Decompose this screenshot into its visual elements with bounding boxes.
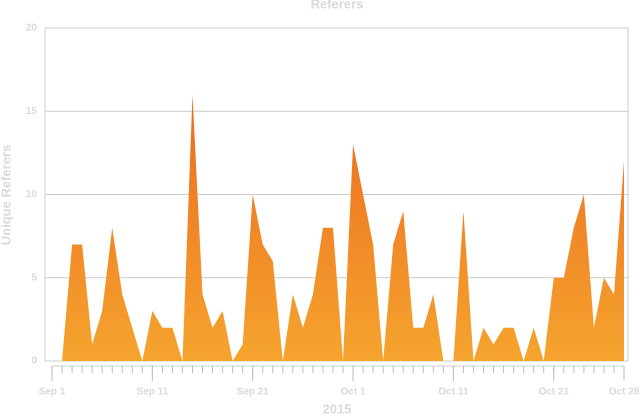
area xyxy=(52,94,624,361)
x-tick-label: Oct 21 xyxy=(538,387,569,398)
y-tick-label: 10 xyxy=(26,189,38,200)
x-tick-label: Sep 1 xyxy=(39,387,66,398)
y-tick-label: 0 xyxy=(31,356,37,367)
x-tick-label: Sep 11 xyxy=(136,387,168,398)
x-tick-label: Sep 21 xyxy=(237,387,270,398)
y-tick-label: 20 xyxy=(26,23,38,34)
x-axis-title: 2015 xyxy=(323,401,352,416)
x-tick-label: Oct 1 xyxy=(341,387,366,398)
x-tick-label: Oct 28 xyxy=(609,387,640,398)
y-axis-title: Unique Referers xyxy=(0,145,13,245)
chart-title: Referers xyxy=(311,0,364,11)
x-tick-label: Oct 11 xyxy=(438,387,468,398)
y-tick-label: 5 xyxy=(31,272,37,283)
y-tick-label: 15 xyxy=(26,106,38,117)
